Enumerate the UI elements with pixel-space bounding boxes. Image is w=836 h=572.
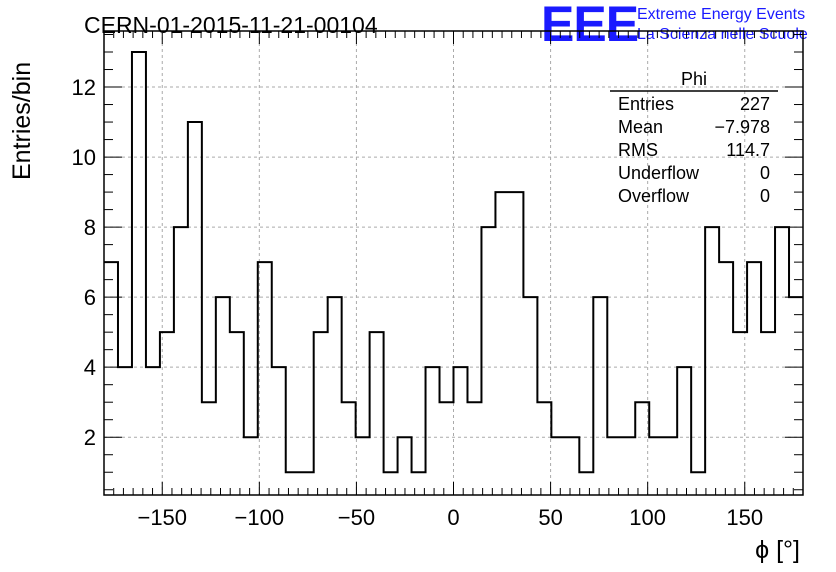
axes-frame [103, 30, 804, 496]
logo-line-1: Extreme Energy Events [637, 6, 805, 23]
plot-frame [103, 30, 804, 496]
stats-row-label: Mean [618, 117, 663, 137]
x-tick-label: −50 [338, 505, 375, 530]
y-tick-label: 12 [72, 75, 96, 100]
stats-row-label: Underflow [618, 163, 700, 183]
y-tick-label: 8 [84, 215, 96, 240]
x-axis-label: ϕ [°] [755, 536, 800, 564]
x-tick-label: −150 [137, 505, 187, 530]
stats-row-label: Overflow [618, 186, 690, 206]
stats-row-label: Entries [618, 94, 674, 114]
x-tick-label: 100 [629, 505, 666, 530]
stats-row-value: −7.978 [714, 117, 770, 137]
y-tick-label: 2 [84, 425, 96, 450]
eee-logo: EEE Extreme Energy Events La Scienza nel… [541, 0, 808, 52]
grid-lines [104, 31, 803, 495]
histogram-line [104, 51, 803, 474]
stats-row-value: 227 [740, 94, 770, 114]
stats-row-value: 0 [760, 186, 770, 206]
x-axis-ticks: −150 −100 −50 0 50 100 150 [113, 31, 794, 530]
logo-mark: EEE [541, 0, 638, 52]
plot-title: CERN-01-2015-11-21-00104 [84, 12, 378, 38]
stats-row-value: 114.7 [726, 140, 770, 160]
x-tick-label: 0 [447, 505, 459, 530]
y-tick-label: 4 [84, 355, 96, 380]
stats-row-value: 0 [760, 163, 770, 183]
x-tick-label: −100 [235, 505, 285, 530]
x-tick-label: 150 [726, 505, 763, 530]
y-tick-label: 6 [84, 285, 96, 310]
logo-line-2: La Scienza nelle Scuole [637, 26, 808, 43]
y-tick-label: 10 [72, 145, 96, 170]
stats-name: Phi [681, 69, 707, 89]
y-axis-ticks: 2 4 6 8 10 12 [72, 34, 803, 491]
y-axis-label: Entries/bin [8, 62, 36, 180]
x-tick-label: 50 [538, 505, 562, 530]
stats-row-label: RMS [618, 140, 658, 160]
stats-box: Phi Entries 227 Mean −7.978 RMS 114.7 Underflo… [610, 69, 778, 206]
